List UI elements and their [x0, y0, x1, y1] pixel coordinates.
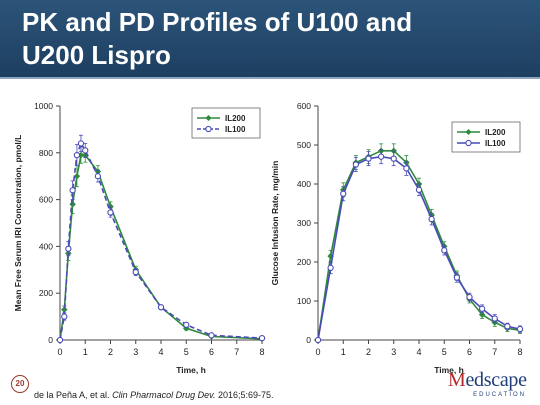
chart2-data-point-il100: [340, 190, 347, 197]
chart2-x-tick-label: 4: [416, 347, 421, 357]
chart2-legend-marker-il100: [465, 139, 472, 147]
chart1-x-tick-label: 4: [158, 347, 163, 357]
chart2-x-tick-label: 3: [391, 347, 396, 357]
chart2-x-axis-label: Time, h: [434, 365, 464, 375]
citation-authors: de la Peña A, et al.: [34, 390, 110, 400]
title-banner: [0, 0, 540, 77]
chart1-y-axis-label: Mean Free Serum IRI Concentration, pmol/…: [13, 135, 23, 312]
chart2-y-tick-label: 300: [297, 218, 311, 228]
chart1-legend-marker-il100: [205, 125, 212, 133]
chart1-x-tick-label: 0: [57, 347, 62, 357]
logo-letter-m: M: [448, 369, 466, 391]
chart2-data-point-il100: [441, 247, 448, 254]
chart1-data-point-il100: [183, 321, 190, 328]
chart2-data-point-il100: [377, 153, 385, 160]
chart1-data-point-il200: [73, 172, 81, 180]
chart2-x-tick-label: 2: [366, 347, 371, 357]
chart1-data-point-il100: [157, 304, 165, 311]
logo-wordmark-rest: edscape: [465, 369, 527, 391]
chart2-data-point-il100: [453, 274, 461, 281]
chart1-x-tick-label: 7: [234, 347, 239, 357]
chart2-x-tick-label: 7: [492, 347, 497, 357]
chart2-y-tick-label: 500: [297, 140, 311, 150]
slide-title: PK and PD Profiles of U100 and U200 Lisp…: [22, 6, 522, 72]
chart1-data-point-il100: [61, 313, 68, 320]
chart2-data-point-il100: [516, 325, 524, 333]
chart2-y-tick-label: 600: [297, 101, 311, 111]
chart2-x-tick-label: 5: [442, 347, 447, 357]
chart1-legend-label-il100: IL100: [225, 125, 246, 134]
chart1-data-point-il100: [258, 334, 266, 342]
chart1-data-point-il100: [94, 173, 102, 180]
chart1-y-tick-label: 400: [39, 241, 53, 251]
chart1-y-tick-label: 800: [39, 148, 53, 158]
chart2-y-tick-label: 0: [306, 335, 311, 345]
chart1-y-tick-label: 600: [39, 195, 53, 205]
chart2-data-point-il100: [327, 264, 334, 271]
citation-journal: Clin Pharmacol Drug Dev.: [112, 390, 216, 400]
chart1-series-line-il100: [59, 141, 263, 341]
chart2-legend-box: [451, 121, 521, 153]
chart2-data-point-il100: [390, 155, 397, 162]
logo-wordmark: Medscape: [448, 370, 534, 391]
chart1-legend-marker-il200: [205, 115, 212, 121]
chart1-data-point-il100: [73, 151, 81, 159]
title-line-1: PK and PD Profiles of U100 and: [22, 7, 413, 37]
chart2-data-point-il200: [478, 311, 486, 319]
chart2-x-tick-label: 6: [467, 347, 472, 357]
chart1-series-line-il200: [59, 154, 263, 341]
chart1-y-tick-label: 200: [39, 288, 53, 298]
chart1-x-axis-label: Time, h: [176, 365, 206, 375]
chart2-x-tick-label: 8: [517, 347, 522, 357]
chart2-data-point-il100: [428, 215, 435, 223]
citation: de la Peña A, et al. Clin Pharmacol Drug…: [34, 390, 274, 400]
slide-number: 20: [11, 375, 29, 393]
chart1-x-tick-label: 5: [184, 347, 189, 357]
chart2-legend-marker-il200: [465, 129, 472, 135]
chart1-y-tick-label: 1000: [34, 101, 53, 111]
chart2-y-tick-label: 400: [297, 179, 311, 189]
chart1-data-point-il100: [65, 245, 72, 252]
chart1-x-tick-label: 3: [133, 347, 138, 357]
citation-details: 2016;5:69-75.: [217, 390, 274, 400]
chart1-data-point-il100: [107, 209, 114, 216]
chart1-x-tick-label: 6: [209, 347, 214, 357]
chart1-legend-box: [191, 107, 261, 139]
logo-subtitle: EDUCATION: [473, 392, 526, 398]
chart1-data-point-il100: [69, 187, 76, 194]
chart1-data-point-il100: [208, 332, 215, 339]
chart2-data-point-il100: [478, 305, 486, 312]
chart1-x-tick-label: 8: [259, 347, 264, 357]
chart2-y-tick-label: 100: [297, 296, 311, 306]
chart1-x-tick-label: 2: [108, 347, 113, 357]
chart1-x-tick-label: 1: [83, 347, 88, 357]
chart1-data-point-il100: [77, 140, 85, 147]
chart1-y-tick-label: 0: [48, 335, 53, 345]
title-divider: [0, 77, 540, 79]
chart2-data-point-il100: [415, 186, 423, 193]
chart2-data-point-il100: [491, 315, 498, 322]
chart2-data-point-il100: [403, 165, 410, 172]
chart2-data-point-il100: [466, 293, 473, 301]
chart1-data-point-il100: [56, 336, 64, 344]
chart2-legend-label-il200: IL200: [485, 128, 506, 137]
chart2-y-tick-label: 200: [297, 257, 311, 267]
medscape-logo: Medscape EDUCATION: [448, 370, 534, 402]
pd-chart: 0 1 2 3 4 5 6 7 8 0 100 200 300 400 500 600 Time, h Gluco…: [270, 101, 524, 375]
chart2-data-point-il100: [314, 336, 322, 344]
pk-chart: 0 1 2 3 4 5 6 7 8 0 200 400 600 800 1000 Time, h Mean Fr…: [13, 101, 266, 375]
chart2-y-axis-label: Glucose Infusion Rate, mg/min: [270, 161, 280, 286]
chart1-data-point-il200: [69, 200, 76, 208]
chart2-legend-label-il100: IL100: [485, 139, 506, 148]
chart2-data-point-il100: [352, 161, 360, 168]
title-line-2: U200 Lispro: [22, 40, 171, 70]
chart2-data-point-il100: [365, 155, 372, 162]
chart1-legend-label-il200: IL200: [225, 114, 246, 123]
chart2-x-tick-label: 0: [315, 347, 320, 357]
chart2-data-point-il100: [504, 323, 511, 330]
chart1-data-point-il100: [82, 147, 89, 154]
chart1-data-point-il100: [132, 268, 139, 276]
chart2-x-tick-label: 1: [341, 347, 346, 357]
